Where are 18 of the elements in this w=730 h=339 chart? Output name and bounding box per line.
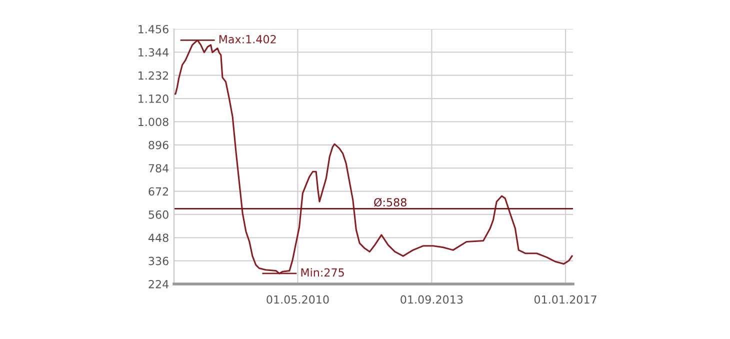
y-tick-label: 560 [148,210,168,219]
y-tick-label: 1.120 [138,94,168,103]
y-tick-label: 1.008 [138,118,168,126]
x-tick-label: 01.01.2017 [534,295,596,304]
y-tick-label: 1.232 [138,71,168,80]
y-tick-label: 224 [148,280,169,288]
y-tick-label: 448 [148,234,168,242]
annotation: Min:275 [301,268,344,277]
y-tick-label: 672 [148,187,168,196]
y-tick-label: 1.344 [138,48,169,57]
y-tick-label: 784 [148,164,169,172]
x-tick-label: 01.05.2010 [266,295,329,304]
y-tick-label: 336 [148,256,168,266]
x-tick-label: 01.09.2013 [400,295,463,304]
ref-line-label: Ø:588 [374,198,406,207]
y-tick-label: 1.456 [138,24,168,34]
annotation: Max:1.402 [219,34,276,44]
y-tick-label: 896 [148,140,168,150]
